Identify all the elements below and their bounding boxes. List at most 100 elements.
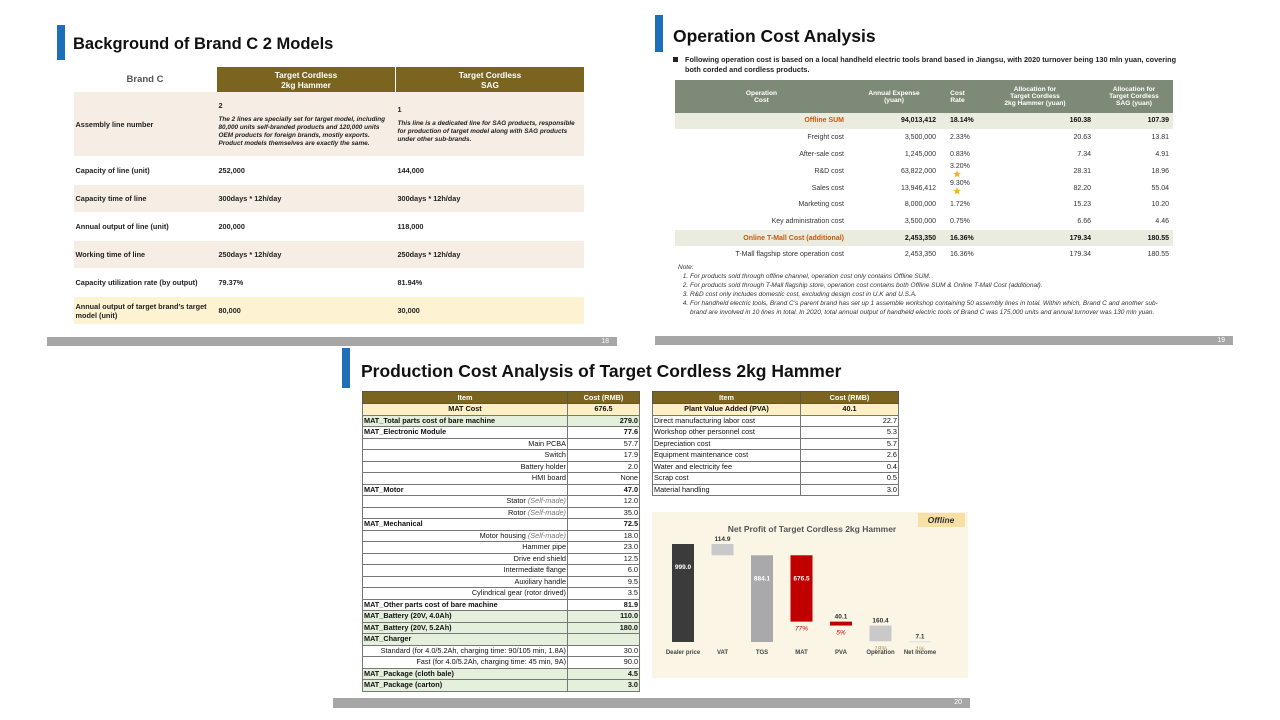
cost-cell: 180.0 xyxy=(567,621,640,634)
cell-text: 63,822,000 xyxy=(900,167,936,175)
cell: 250days * 12h/day xyxy=(216,240,396,269)
item-cell: MAT_Total parts cost of bare machine xyxy=(362,414,568,427)
cell: 252,000 xyxy=(216,156,396,185)
note-item: R&D cost only includes domestic cost, ex… xyxy=(690,290,1173,299)
tbody: Plant Value Added (PVA) 40.1 Direct manufa… xyxy=(652,403,899,496)
cost-cell: 90.0 xyxy=(567,656,640,669)
row: Offline SUM 94,013,412 18.14% 160.38 107.39 xyxy=(675,113,1173,130)
cost-cell: 110.0 xyxy=(567,610,640,623)
value-label: 160.4 xyxy=(872,618,889,625)
cell: 3.20% xyxy=(940,162,975,181)
header-cell: Target Cordless 2kg Hammer xyxy=(216,67,396,92)
bar xyxy=(869,625,892,642)
thead: Item Cost (RMB) xyxy=(362,391,640,404)
slide-title: Operation Cost Analysis xyxy=(673,26,876,46)
row: T-Mall flagship store operation cost 2,45… xyxy=(675,246,1173,264)
item-note: (Self-made) xyxy=(527,496,566,506)
cost-cell: 22.7 xyxy=(800,414,899,427)
footer-bar: 20 xyxy=(333,698,970,708)
category-label: TGS xyxy=(756,650,768,656)
cell: 3,500,000 xyxy=(848,129,940,147)
row: Water and electricity fee 0.4 xyxy=(652,460,899,473)
cost-cell: 35.0 xyxy=(567,506,640,519)
row: Freight cost 3,500,000 2.33% 20.63 13.81 xyxy=(675,129,1173,147)
table: Item Cost (RMB) MAT Cost 676.5 MAT_Total par… xyxy=(362,391,640,692)
item-cell: Scrap cost xyxy=(652,472,801,485)
cost-text: 18.0 xyxy=(623,530,638,540)
item-text: MAT_Package (carton) xyxy=(364,680,443,690)
cell-text: Offline SUM xyxy=(804,117,844,125)
cell: 1.72% xyxy=(940,196,975,214)
cost-text: 3.0 xyxy=(627,680,638,690)
item-text: Hammer pipe xyxy=(522,542,566,552)
item-cell: Standard (for 4.0/5.2Ah, charging time: … xyxy=(362,644,568,657)
cost-text: 12.0 xyxy=(623,496,638,506)
cell: 300days * 12h/day xyxy=(216,184,396,213)
cell: 3,500,000 xyxy=(848,213,940,231)
cost-text: 77.6 xyxy=(623,427,638,437)
cell-text: 4.91 xyxy=(1155,150,1169,158)
item-cell: HMI board xyxy=(362,472,568,485)
item-text: Stator xyxy=(506,496,526,506)
cell: 2.33% xyxy=(940,129,975,147)
item-text: Main PCBA xyxy=(528,438,566,448)
item-cell: Cylindrical gear (rotor drived) xyxy=(362,587,568,600)
cost-text: 2.0 xyxy=(627,461,638,471)
page-number: 19 xyxy=(1217,337,1225,344)
cell: 0.75% xyxy=(940,213,975,231)
item-cell: Direct manufacturing labor cost xyxy=(652,414,801,427)
cell-text: Marketing cost xyxy=(798,201,844,209)
item-cell: Water and electricity fee xyxy=(652,460,801,473)
row-label: Capacity of line (unit) xyxy=(73,156,217,185)
cost-cell: 279.0 xyxy=(567,414,640,427)
cell-text: 94,013,412 xyxy=(900,117,936,125)
cell-text: 8,000,000 xyxy=(904,201,936,209)
row: Motor housing (Self-made) 18.0 xyxy=(362,529,640,542)
thead: Operation Cost Annual Expense (yuan) Cost … xyxy=(675,80,1173,113)
chart: Offline Net Profit of Target Cordless 2kg… xyxy=(666,513,965,656)
cell-text: 16.36% xyxy=(950,251,974,259)
cell-value: 300days * 12h/day xyxy=(397,194,461,203)
accent-bar xyxy=(655,15,663,52)
cell: 82.20 xyxy=(975,179,1095,198)
cell-text: After-sale cost xyxy=(799,150,844,158)
row: Fast (for 4.0/5.2Ah, charging time: 45 m… xyxy=(362,656,640,669)
cost-cell: 9.5 xyxy=(567,575,640,588)
row: Switch 17.9 xyxy=(362,449,640,462)
cell-value: 30,000 xyxy=(397,306,420,315)
cost-text: 90.0 xyxy=(623,657,638,667)
cell-text: Key administration cost xyxy=(771,218,844,226)
header-cell: Cost Rate xyxy=(940,80,975,113)
cell-text: 28.31 xyxy=(1073,167,1091,175)
row: Rotor (Self-made) 35.0 xyxy=(362,506,640,519)
page-number: 20 xyxy=(954,699,962,706)
header-cell: Annual Expense (yuan) xyxy=(848,80,940,113)
cost-text: 57.7 xyxy=(623,438,638,448)
cell-value: 250days * 12h/day xyxy=(218,250,282,259)
row: Cylindrical gear (rotor drived) 3.5 xyxy=(362,587,640,600)
cost-cell: 57.7 xyxy=(567,437,640,450)
item-cell: Fast (for 4.0/5.2Ah, charging time: 45 m… xyxy=(362,656,568,669)
cost-text: 6.0 xyxy=(627,565,638,575)
cell: 179.34 xyxy=(975,229,1095,248)
item-cell: MAT_Battery (20V, 5.2Ah) xyxy=(362,621,568,634)
row: Auxiliary handle 9.5 xyxy=(362,575,640,588)
header-cell: Allocation for Target Cordless 2kg Hamme… xyxy=(975,80,1095,113)
row-label: Working time of line xyxy=(73,240,217,269)
notes: Note:For products sold through offline c… xyxy=(678,263,1173,317)
bar xyxy=(790,555,813,622)
row: R&D cost 63,822,000 3.20% 28.31 18.96 xyxy=(675,162,1173,181)
cost-cell: 2.6 xyxy=(800,449,899,462)
cell: 7.34 xyxy=(975,145,1095,164)
cost-text: 2.6 xyxy=(886,450,897,460)
row: Intermediate flange 6.0 xyxy=(362,564,640,577)
cell-text: 3.20% xyxy=(950,163,970,171)
item-cell: Switch xyxy=(362,449,568,462)
cost-cell: 47.0 xyxy=(567,483,640,496)
item-cell: MAT_Package (cloth bale) xyxy=(362,667,568,680)
cost-text: 0.4 xyxy=(886,461,897,471)
cell-text: 107.39 xyxy=(1147,117,1169,125)
row: Working time of line 250days * 12h/day 250… xyxy=(73,240,584,269)
item-cell: MAT_Electronic Module xyxy=(362,426,568,439)
cell-value: 80,000 xyxy=(218,306,241,315)
